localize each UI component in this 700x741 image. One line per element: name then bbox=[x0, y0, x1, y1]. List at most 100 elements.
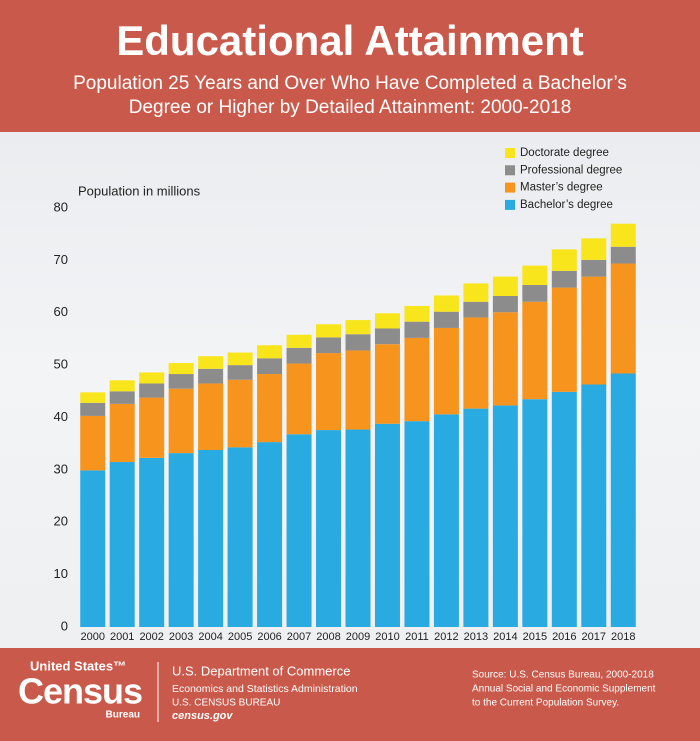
agency-text: census.gov bbox=[172, 710, 233, 722]
chart-title: Educational Attainment bbox=[116, 17, 583, 64]
bar-segment bbox=[581, 384, 607, 627]
bar-segment bbox=[374, 328, 400, 345]
bar-segment bbox=[433, 327, 459, 415]
bar-segment bbox=[139, 457, 165, 627]
bar-segment bbox=[581, 276, 607, 385]
bar-segment bbox=[168, 388, 194, 454]
legend-label: Professional degree bbox=[520, 164, 622, 176]
chart-subtitle: Population 25 Years and Over Who Have Co… bbox=[73, 73, 627, 94]
x-tick-label: 2006 bbox=[257, 631, 281, 643]
bar-segment bbox=[374, 423, 400, 627]
bar-segment bbox=[109, 403, 135, 463]
bar-segment bbox=[404, 421, 430, 627]
bar-segment bbox=[433, 414, 459, 627]
logo-text: Bureau bbox=[106, 710, 140, 721]
bar-segment bbox=[316, 353, 342, 431]
bar-segment bbox=[492, 312, 518, 406]
bar-segment bbox=[492, 276, 518, 296]
x-tick-label: 2018 bbox=[611, 631, 635, 643]
x-tick-label: 2011 bbox=[405, 631, 429, 643]
x-tick-label: 2013 bbox=[464, 631, 488, 643]
x-tick-label: 2010 bbox=[375, 631, 399, 643]
bar-segment bbox=[404, 321, 430, 338]
bar-segment bbox=[80, 415, 106, 471]
y-tick-label: 30 bbox=[54, 461, 68, 476]
bar-segment bbox=[492, 295, 518, 313]
bar-segment bbox=[463, 283, 489, 302]
bar-segment bbox=[551, 287, 577, 392]
bar-segment bbox=[139, 383, 165, 398]
bar-segment bbox=[286, 434, 312, 627]
x-tick-label: 2008 bbox=[316, 631, 340, 643]
y-tick-label: 50 bbox=[54, 357, 68, 372]
bar-segment bbox=[80, 470, 106, 627]
bar-segment bbox=[286, 334, 312, 348]
legend-swatch bbox=[505, 182, 515, 193]
bar-segment bbox=[139, 397, 165, 458]
bar-segment bbox=[80, 392, 106, 403]
bar-segment bbox=[374, 313, 400, 329]
bar-segment bbox=[433, 311, 459, 328]
legend-swatch bbox=[505, 165, 515, 176]
bar-segment bbox=[316, 337, 342, 354]
bar-segment bbox=[316, 430, 342, 627]
bar-segment bbox=[492, 405, 518, 627]
x-tick-label: 2000 bbox=[80, 631, 104, 643]
bar-segment bbox=[227, 447, 253, 627]
bar-segment bbox=[610, 246, 636, 264]
bar-segment bbox=[522, 284, 548, 302]
bar-segment bbox=[463, 317, 489, 409]
bar-segment bbox=[581, 238, 607, 260]
bar-segment bbox=[610, 373, 636, 627]
logo-text: United States™ bbox=[30, 658, 126, 673]
bar-segment bbox=[522, 399, 548, 627]
y-axis-label: Population in millions bbox=[78, 183, 201, 198]
bar-segment bbox=[80, 402, 106, 416]
source-text: Source: U.S. Census Bureau, 2000-2018 bbox=[472, 670, 654, 681]
x-tick-label: 2001 bbox=[110, 631, 134, 643]
bar-segment bbox=[198, 356, 224, 369]
legend-label: Doctorate degree bbox=[520, 147, 609, 159]
bar-segment bbox=[227, 365, 253, 380]
legend-swatch bbox=[505, 148, 515, 158]
bar-segment bbox=[286, 363, 312, 435]
bar-segment bbox=[198, 449, 224, 627]
bar-segment bbox=[610, 223, 636, 247]
bar-segment bbox=[522, 301, 548, 400]
y-tick-label: 70 bbox=[54, 252, 68, 267]
source-text: Annual Social and Economic Supplement bbox=[472, 684, 656, 695]
bar-segment bbox=[198, 383, 224, 450]
bar-segment bbox=[168, 363, 194, 375]
y-tick-label: 0 bbox=[61, 618, 68, 633]
bar-segment bbox=[109, 380, 135, 392]
bar-segment bbox=[345, 334, 371, 351]
x-tick-label: 2007 bbox=[287, 631, 311, 643]
bar-segment bbox=[404, 337, 430, 422]
y-tick-label: 60 bbox=[54, 304, 68, 319]
y-tick-label: 80 bbox=[54, 199, 68, 214]
logo-text: Census bbox=[18, 671, 142, 712]
bar-segment bbox=[286, 347, 312, 364]
source-text: to the Current Population Survey. bbox=[472, 698, 619, 709]
bar-segment bbox=[433, 295, 459, 312]
header-band bbox=[0, 0, 700, 132]
chart-subtitle: Degree or Higher by Detailed Attainment:… bbox=[129, 97, 572, 118]
bar-segment bbox=[139, 372, 165, 384]
legend-label: Bachelor’s degree bbox=[520, 199, 613, 211]
bar-segment bbox=[227, 379, 253, 448]
bar-segment bbox=[345, 320, 371, 335]
bar-segment bbox=[610, 263, 636, 374]
bar-segment bbox=[522, 265, 548, 285]
bar-segment bbox=[168, 453, 194, 627]
agency-text: Economics and Statistics Administration bbox=[172, 683, 358, 695]
bar-segment bbox=[463, 301, 489, 318]
bar-segment bbox=[581, 259, 607, 277]
bar-segment bbox=[551, 270, 577, 288]
bar-segment bbox=[257, 374, 283, 443]
bar-segment bbox=[404, 305, 430, 322]
bar-segment bbox=[551, 391, 577, 627]
bar-segment bbox=[551, 249, 577, 271]
bar-segment bbox=[463, 408, 489, 627]
y-tick-label: 40 bbox=[54, 409, 68, 424]
